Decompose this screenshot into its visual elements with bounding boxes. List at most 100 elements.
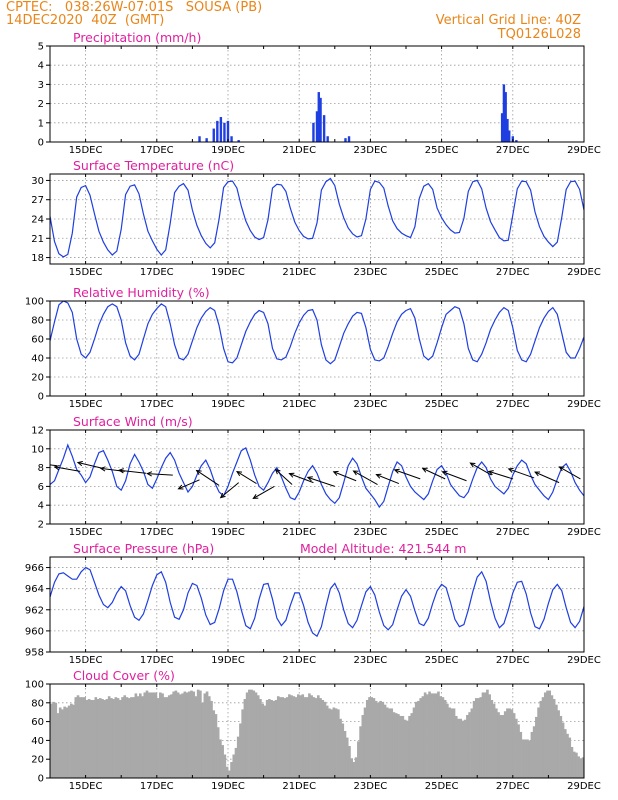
x-minor-ticks xyxy=(49,174,585,264)
wind-arrow xyxy=(50,464,58,467)
cloud-bar xyxy=(352,762,356,778)
cloud-bar xyxy=(537,707,540,778)
y-tick-label: 966 xyxy=(25,563,44,574)
cloud-bar xyxy=(454,715,458,778)
cloud-bar xyxy=(441,697,445,778)
cloud-bar xyxy=(234,747,238,778)
cloud-bar xyxy=(136,696,140,778)
x-tick-label: 15DEC xyxy=(69,781,103,792)
x-tick-label: 25DEC xyxy=(425,655,459,666)
cloud-bar xyxy=(517,724,520,778)
y-tick-label: 0 xyxy=(38,392,44,403)
cloud-bar xyxy=(446,703,449,778)
cloud-bar xyxy=(70,703,73,778)
x-tick-label: 21DEC xyxy=(282,399,316,410)
wind-arrow xyxy=(508,468,535,479)
cloud-bar xyxy=(535,716,538,778)
precip-bar xyxy=(508,130,511,142)
cloud-bar xyxy=(521,739,525,778)
cloud-bar xyxy=(272,700,276,778)
y-tick-label: 4 xyxy=(38,61,44,72)
cloud-bar xyxy=(159,692,162,778)
wind-arrow-head xyxy=(177,484,184,490)
y-tick-label: 1 xyxy=(38,118,44,129)
x-tick-label: 25DEC xyxy=(425,781,459,792)
x-tick-label: 21DEC xyxy=(282,145,316,156)
cloud-bar xyxy=(112,699,115,778)
y-tick-label: 8 xyxy=(38,463,44,474)
cloud-bar xyxy=(87,699,91,778)
cloud-bar xyxy=(528,740,531,778)
cloud-bar xyxy=(430,693,434,778)
precip-bar xyxy=(347,136,351,142)
cloud-bar xyxy=(457,718,460,778)
cloud-bar xyxy=(232,754,236,778)
cloud-bar xyxy=(259,699,262,778)
y-tick-label: 958 xyxy=(25,648,44,659)
x-tick-label: 29DEC xyxy=(567,145,601,156)
cloud-bar xyxy=(228,770,231,778)
cloud-bar xyxy=(450,708,454,778)
cloud-bar xyxy=(608,694,611,778)
wind-arrow-head xyxy=(352,470,359,476)
cloud-bar xyxy=(185,692,189,778)
cloud-bar xyxy=(412,707,416,778)
cloud-bar xyxy=(354,757,358,778)
cloud-bar xyxy=(236,736,240,778)
cloud-bar xyxy=(147,692,151,778)
precip-bar xyxy=(212,128,215,142)
cloud-bar xyxy=(526,739,529,778)
panel-6: 0 20 40 60 80 100 15DEC 17DEC 19DEC 21DEC 23DEC 25D… xyxy=(25,668,616,792)
cloud-bar xyxy=(372,698,376,778)
cloud-bar xyxy=(337,709,340,778)
x-tick-label: 21DEC xyxy=(282,267,316,278)
cloud-bar xyxy=(423,692,427,778)
x-tick-label: 21DEC xyxy=(282,527,316,538)
cloud-bar xyxy=(81,697,84,778)
cloud-bar xyxy=(328,708,331,778)
cloud-bar xyxy=(392,712,396,778)
cloud-bar xyxy=(472,700,476,778)
panel-title: Relative Humidity (%) xyxy=(73,285,210,300)
cloud-bar xyxy=(72,704,75,778)
x-tick-label: 29DEC xyxy=(567,267,601,278)
cloud-bar xyxy=(103,699,107,778)
y-tick-label: 960 xyxy=(25,626,44,637)
cloud-bar xyxy=(268,699,271,778)
cloud-bar xyxy=(503,711,507,778)
x-tick-label: 27DEC xyxy=(496,145,530,156)
x-tick-label: 29DEC xyxy=(567,527,601,538)
cloud-bar xyxy=(428,691,431,778)
precip-bar xyxy=(344,138,347,142)
y-tick-label: 20 xyxy=(31,373,44,384)
cloud-bar xyxy=(577,756,580,778)
panel-5: 958 960 962 964 966 15DEC 17DEC 19DEC 21DEC 23DEC… xyxy=(25,541,601,666)
wind-arrow xyxy=(178,479,200,490)
cloud-bar xyxy=(107,696,111,778)
x-minor-ticks xyxy=(49,557,585,652)
cloud-bar xyxy=(357,741,360,778)
cloud-bar xyxy=(568,737,572,778)
cloud-bar xyxy=(274,699,278,778)
cloud-bar xyxy=(501,715,505,778)
series-line xyxy=(50,443,584,509)
cloud-bar xyxy=(114,697,118,778)
panel-frame xyxy=(49,300,585,397)
wind-arrow-head xyxy=(219,492,226,499)
cloud-bar xyxy=(602,706,605,778)
wind-arrow-head xyxy=(421,467,428,473)
cloud-bar xyxy=(613,692,616,778)
cloud-bar xyxy=(579,758,583,778)
cloud-bar xyxy=(321,699,325,778)
cloud-bar xyxy=(468,712,471,778)
cloud-bar xyxy=(110,698,113,778)
cloud-bar xyxy=(490,699,494,778)
cloud-bar xyxy=(479,697,483,778)
cloud-bar xyxy=(265,699,269,778)
precip-bar xyxy=(226,120,230,142)
x-tick-label: 17DEC xyxy=(140,145,174,156)
cloud-bar xyxy=(248,689,251,778)
cloud-bar xyxy=(595,725,598,778)
cloud-bar xyxy=(125,697,129,778)
cloud-bar xyxy=(368,697,371,778)
